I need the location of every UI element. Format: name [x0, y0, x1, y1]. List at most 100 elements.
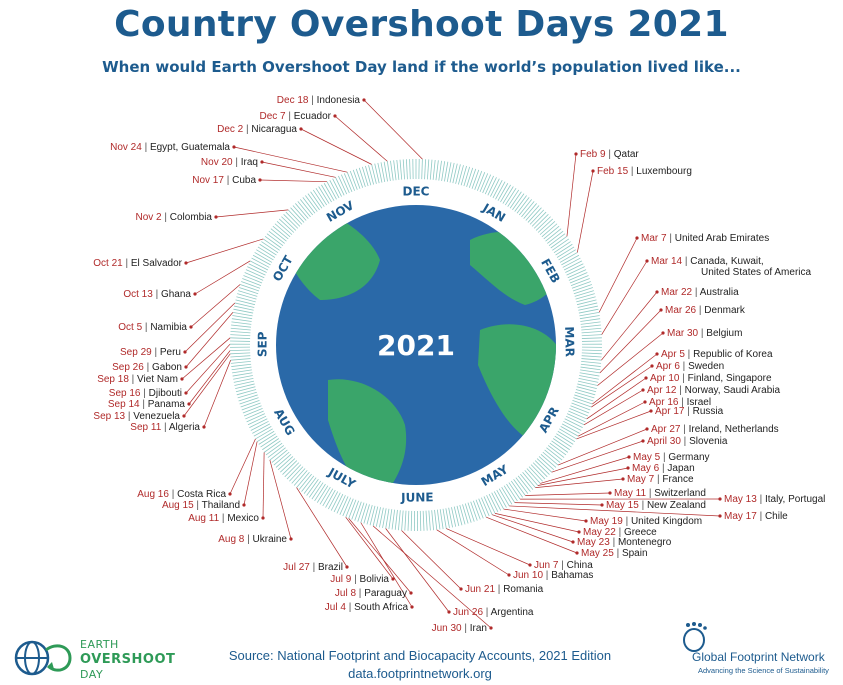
- day-tick: [577, 383, 597, 390]
- day-tick: [234, 380, 255, 386]
- country-label: May 13 | Italy, Portugal: [724, 494, 825, 505]
- leader-dot: [447, 610, 451, 614]
- country-label: Jun 30 | Iran: [432, 623, 487, 634]
- day-tick: [477, 172, 486, 191]
- leader-line: [300, 128, 372, 165]
- label-text: Oct 13 | Ghana: [123, 289, 191, 300]
- label-separator: |: [310, 562, 318, 573]
- label-date: Sep 29: [120, 347, 152, 358]
- country-label: Sep 14 | Panama: [108, 399, 186, 410]
- leader-line: [185, 343, 231, 394]
- label-date: Mar 7: [641, 233, 667, 244]
- day-tick: [424, 159, 427, 180]
- day-tick: [257, 246, 276, 258]
- leader-dot: [242, 503, 246, 507]
- country-label: Sep 11 | Algeria: [130, 422, 200, 433]
- day-tick: [230, 358, 251, 361]
- day-tick: [360, 503, 368, 523]
- label-country: Denmark: [704, 305, 746, 316]
- label-text: Sep 11 | Algeria: [130, 422, 200, 433]
- day-tick: [283, 214, 299, 229]
- country-label: Apr 6 | Sweden: [656, 361, 724, 372]
- label-separator: |: [152, 347, 160, 358]
- label-date: Jun 10: [513, 570, 543, 581]
- day-tick: [575, 391, 595, 399]
- label-separator: |: [646, 488, 654, 499]
- leader-dot: [228, 492, 232, 496]
- leader-line: [363, 99, 423, 160]
- leader-dot: [641, 439, 645, 443]
- leader-dot: [575, 551, 579, 555]
- day-tick: [581, 327, 602, 331]
- country-label: Aug 11 | Mexico: [188, 513, 259, 524]
- day-tick: [291, 468, 306, 484]
- label-date: Mar 26: [665, 305, 697, 316]
- day-tick: [236, 389, 257, 396]
- day-tick: [278, 218, 295, 233]
- label-country: Egypt, Guatemala: [150, 142, 230, 153]
- day-tick: [567, 269, 587, 279]
- day-tick: [289, 466, 304, 482]
- day-tick: [579, 315, 600, 320]
- day-tick: [536, 458, 552, 473]
- day-tick: [305, 195, 318, 212]
- day-tick: [466, 167, 474, 188]
- label-date: Feb 15: [597, 166, 629, 177]
- label-separator: |: [606, 149, 614, 160]
- day-tick: [570, 405, 590, 414]
- leader-dot: [289, 537, 293, 541]
- day-tick: [237, 293, 257, 300]
- day-tick: [468, 168, 477, 188]
- leader-line: [597, 332, 664, 386]
- day-tick: [574, 394, 594, 402]
- label-text: May 22 | Greece: [583, 527, 657, 538]
- day-tick: [298, 473, 312, 490]
- leader-dot: [655, 352, 659, 356]
- day-tick: [425, 510, 428, 531]
- day-tick: [566, 266, 585, 276]
- country-label: Mar 7 | United Arab Emirates: [641, 233, 769, 244]
- label-date: Nov 24: [110, 142, 142, 153]
- country-label: Jul 4 | South Africa: [325, 602, 409, 613]
- day-tick: [452, 163, 458, 184]
- label-text: Mar 26 | Denmark: [665, 305, 746, 316]
- country-label: Dec 7 | Ecuador: [259, 111, 331, 122]
- label-country: Italy, Portugal: [765, 494, 825, 505]
- label-date: May 22: [583, 527, 616, 538]
- label-date: May 5: [633, 452, 661, 463]
- day-tick: [547, 230, 564, 244]
- label-date: Sep 11: [130, 422, 161, 433]
- leader-dot: [193, 292, 197, 296]
- leader-lines: [180, 98, 722, 630]
- country-label: Jun 7 | China: [534, 560, 593, 571]
- day-tick: [332, 178, 342, 197]
- day-tick: [285, 211, 301, 227]
- month-label: MAR: [562, 326, 577, 357]
- leader-dot: [459, 587, 463, 591]
- leader-dot: [574, 152, 578, 156]
- day-tick: [358, 167, 366, 188]
- day-tick: [456, 505, 463, 526]
- day-tick: [487, 177, 497, 196]
- day-tick: [268, 230, 285, 244]
- day-tick: [286, 464, 302, 480]
- day-tick: [230, 334, 251, 337]
- day-tick: [558, 249, 576, 261]
- day-tick: [336, 495, 346, 514]
- page-title: Country Overshoot Days 2021: [114, 4, 729, 45]
- day-tick: [258, 433, 276, 445]
- label-separator: |: [684, 406, 692, 417]
- label-separator: |: [162, 212, 170, 223]
- label-date: May 15: [606, 500, 639, 511]
- day-tick: [548, 233, 566, 247]
- day-tick: [231, 324, 252, 328]
- day-tick: [404, 510, 407, 531]
- label-date: May 11: [614, 488, 646, 499]
- label-text: Aug 16 | Costa Rica: [137, 489, 226, 500]
- label-date: Mar 22: [661, 287, 693, 298]
- label-country: Australia: [700, 287, 739, 298]
- day-tick: [521, 201, 535, 218]
- label-date: Sep 18: [97, 374, 129, 385]
- label-separator: |: [696, 305, 704, 316]
- day-tick: [230, 355, 251, 358]
